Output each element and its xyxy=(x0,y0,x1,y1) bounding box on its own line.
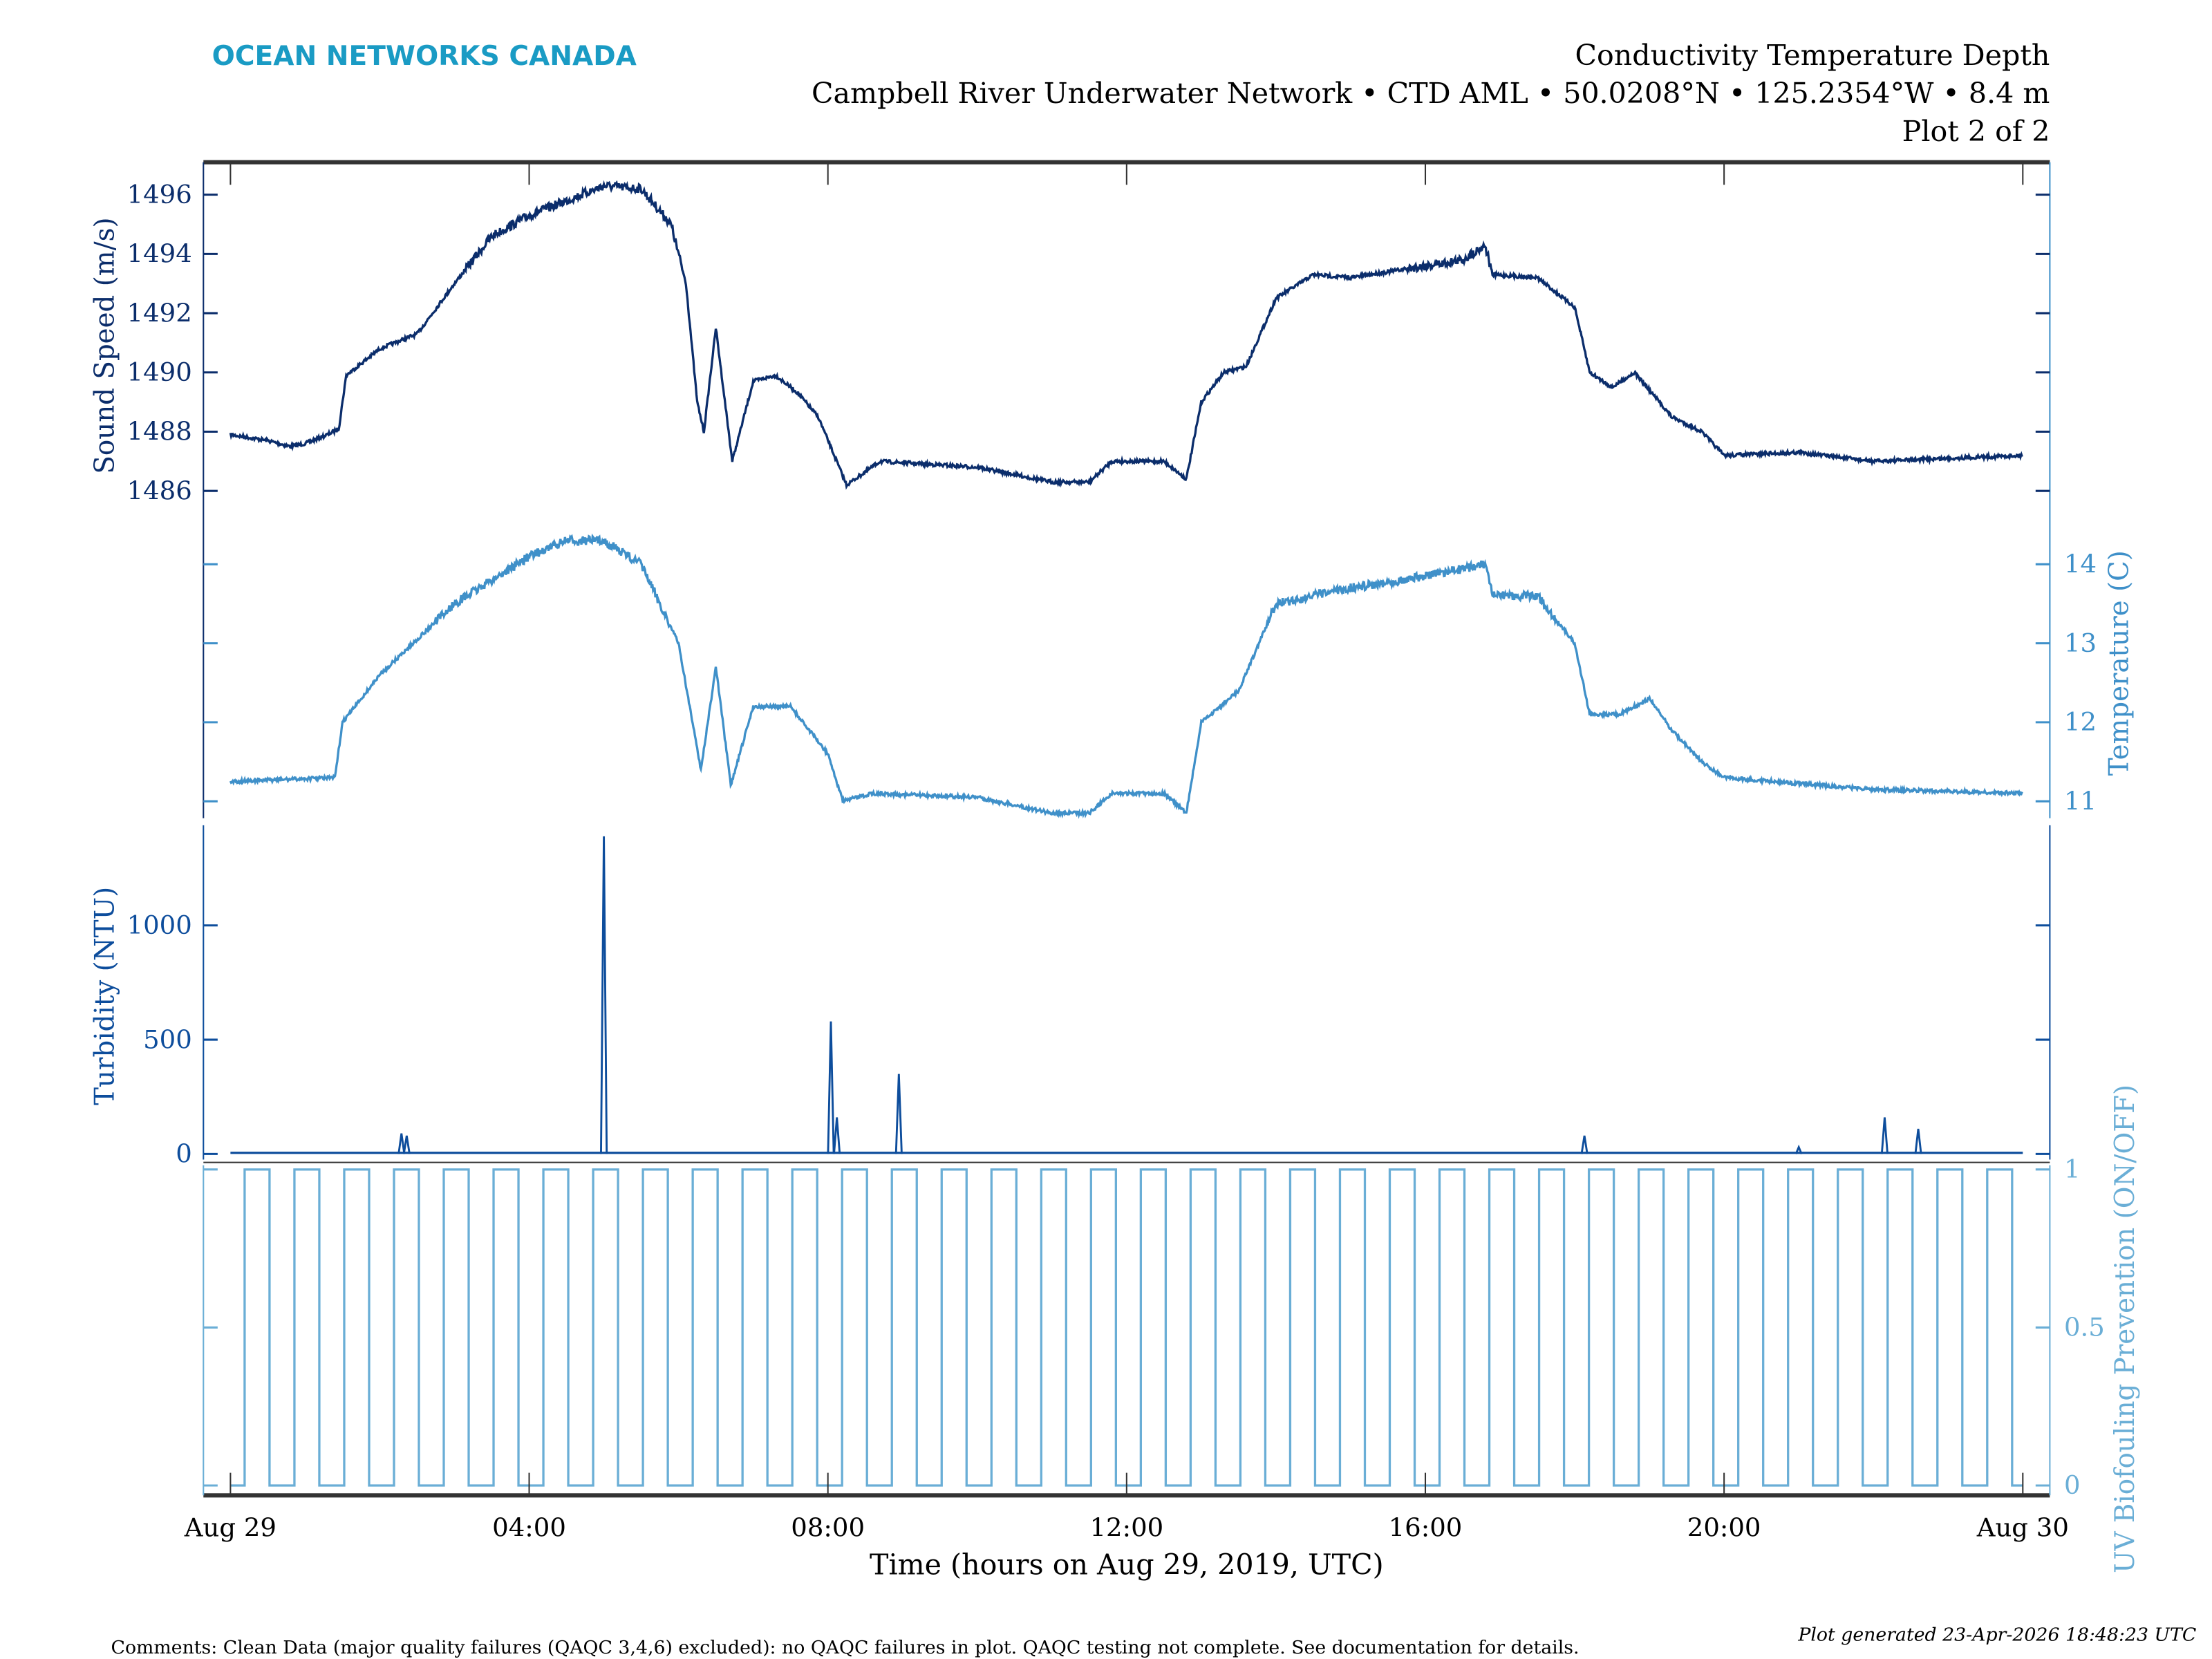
brand-logo: OCEAN NETWORKS CANADA xyxy=(212,41,637,72)
uv-axis-label: UV Biofouling Prevention (ON/OFF) xyxy=(2110,1085,2141,1573)
temperature-line xyxy=(229,533,2023,819)
sound-speed-axis-label: Sound Speed (m/s) xyxy=(89,217,120,474)
series-group xyxy=(229,180,2023,1487)
turbidity-spike xyxy=(827,1021,835,1154)
uv-tick-label: 1 xyxy=(2064,1154,2081,1184)
sound-speed-tick-label: 1486 xyxy=(127,476,192,506)
x-tick-label: Aug 30 xyxy=(1976,1513,2069,1543)
temperature-tick-label: 11 xyxy=(2064,787,2097,816)
axes-group xyxy=(203,160,2051,1498)
turbidity-spike xyxy=(402,1135,411,1154)
turbidity-spike xyxy=(833,1117,841,1154)
sound-speed-tick-label: 1496 xyxy=(127,180,192,209)
x-tick-label: 16:00 xyxy=(1389,1513,1463,1543)
turbidity-spike xyxy=(1794,1144,1803,1154)
turbidity-tick-label: 500 xyxy=(143,1024,192,1054)
uv-line xyxy=(230,1168,2023,1487)
turbidity-spike xyxy=(1580,1135,1588,1154)
footer-comments: Comments: Clean Data (major quality fail… xyxy=(111,1637,1580,1658)
turbidity-spike xyxy=(1914,1128,1922,1154)
sound-speed-tick-label: 1492 xyxy=(127,298,192,328)
turbidity-tick-label: 0 xyxy=(176,1139,192,1169)
plot-index: Plot 2 of 2 xyxy=(1902,115,2050,148)
turbidity-spike xyxy=(600,836,608,1154)
sound-speed-tick-label: 1494 xyxy=(127,239,192,269)
turbidity-spike xyxy=(1880,1117,1888,1154)
x-tick-label: 12:00 xyxy=(1089,1513,1163,1543)
turbidity-spike xyxy=(397,1133,406,1154)
ticks-group: Aug 29 04:00 08:00 12:00 16:00 20:00 Aug 30 148… xyxy=(127,162,2105,1543)
x-axis-label: Time (hours on Aug 29, 2019, UTC) xyxy=(870,1548,1384,1582)
sound-speed-tick-label: 1490 xyxy=(127,357,192,387)
turbidity-tick-label: 1000 xyxy=(127,910,192,940)
x-tick-label: 08:00 xyxy=(791,1513,865,1543)
x-tick-label: 04:00 xyxy=(492,1513,566,1543)
chart-subtitle: Campbell River Underwater Network • CTD … xyxy=(812,77,2050,110)
temperature-tick-label: 14 xyxy=(2064,550,2097,579)
sound-speed-line xyxy=(229,180,2023,490)
temperature-tick-label: 12 xyxy=(2064,707,2097,737)
plot-generated: Plot generated 23-Apr-2026 18:48:23 UTC xyxy=(1797,1624,2196,1646)
turbidity-axis-label: Turbidity (NTU) xyxy=(89,887,120,1105)
sound-speed-tick-label: 1488 xyxy=(127,417,192,447)
uv-tick-label: 0 xyxy=(2064,1470,2081,1500)
uv-tick-label: 0.5 xyxy=(2064,1313,2105,1342)
chart-title: Conductivity Temperature Depth xyxy=(1575,39,2050,72)
x-tick-label: Aug 29 xyxy=(184,1513,276,1543)
temperature-axis-label: Temperature (C) xyxy=(2103,550,2135,776)
turbidity-spike xyxy=(894,1074,903,1154)
x-tick-label: 20:00 xyxy=(1687,1513,1761,1543)
temperature-tick-label: 13 xyxy=(2064,628,2097,658)
